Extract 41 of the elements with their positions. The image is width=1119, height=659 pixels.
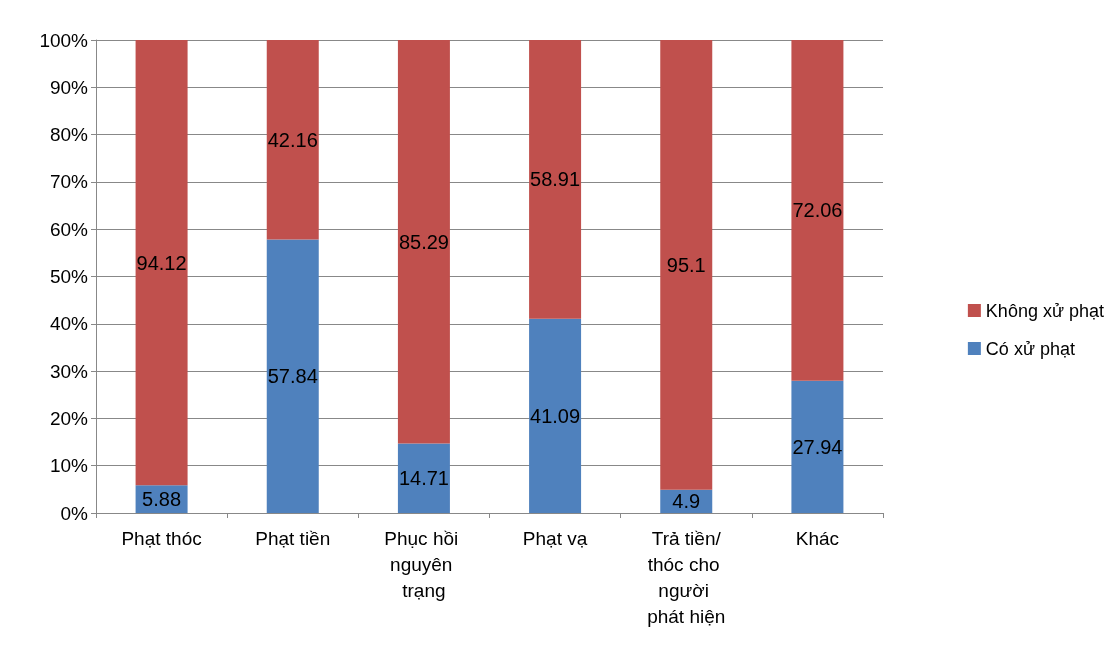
legend-label: Không xử phạt [985, 300, 1105, 321]
bar [397, 40, 450, 444]
x-tick-label: Phạt tiền [255, 527, 331, 549]
y-tick-label: 80% [49, 124, 89, 146]
bar [791, 40, 844, 381]
y-tick-label: 60% [49, 218, 89, 240]
legend-label: Có xử phạt [985, 338, 1075, 359]
data-label: 72.06 [792, 199, 843, 222]
y-tick-label: 100% [39, 29, 89, 51]
data-label: 58.91 [530, 168, 581, 191]
data-label: 41.09 [530, 404, 581, 427]
data-label: 42.16 [267, 128, 318, 151]
data-label: 85.29 [398, 230, 449, 253]
x-tick-label: Trả tiền/thóc cho người phát hiện [647, 527, 726, 627]
y-tick-label: 20% [49, 407, 89, 429]
bar [135, 40, 188, 486]
bar [266, 40, 319, 240]
y-tick-label: 30% [49, 360, 89, 382]
x-tick-label: Phục hồi nguyên trạng [384, 527, 464, 601]
y-tick-label: 50% [49, 266, 89, 287]
x-tick-label: Phạt thóc [121, 527, 202, 549]
bar [660, 40, 713, 490]
bar [397, 443, 450, 513]
bar [791, 380, 844, 513]
data-label: 4.9 [672, 490, 701, 513]
bar [529, 318, 582, 513]
bar [529, 40, 582, 319]
data-label: 5.88 [142, 488, 182, 511]
y-tick-label: 40% [49, 313, 89, 335]
y-tick-label: 0% [60, 502, 89, 524]
data-label: 27.94 [792, 435, 843, 458]
bar [266, 239, 319, 513]
data-label: 14.71 [398, 467, 449, 490]
x-tick-label: Phạt vạ [522, 527, 588, 549]
data-label: 94.12 [136, 251, 187, 274]
data-label: 57.84 [267, 365, 318, 388]
y-tick-label: 70% [49, 171, 89, 193]
y-tick-label: 10% [49, 455, 89, 477]
x-tick-label: Khác [795, 527, 840, 549]
y-tick-label: 90% [49, 76, 89, 98]
data-label: 95.1 [666, 253, 706, 276]
